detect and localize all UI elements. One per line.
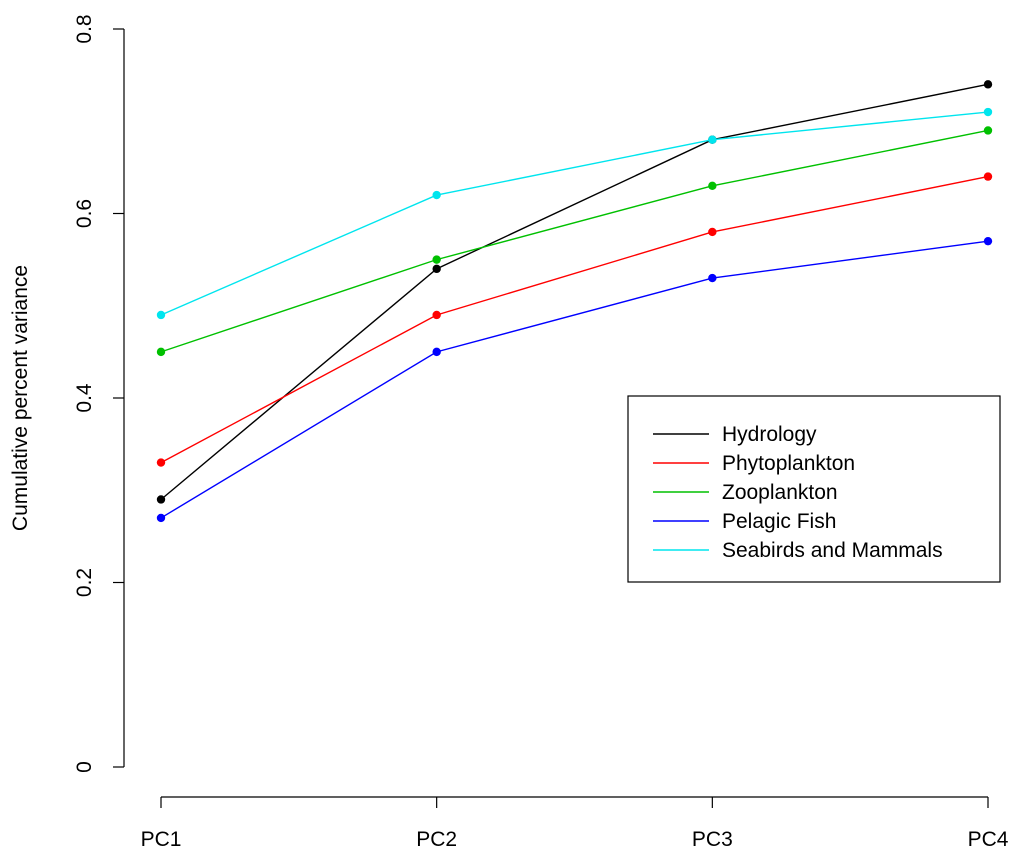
- x-tick-label: PC3: [692, 828, 733, 851]
- series: [156, 172, 993, 467]
- data-point: [156, 513, 166, 523]
- y-tick-label: 0.2: [73, 568, 96, 597]
- legend-item: Zooplankton: [653, 481, 838, 504]
- data-point: [708, 273, 717, 283]
- data-point: [432, 255, 441, 264]
- legend-label: Hydrology: [722, 423, 817, 446]
- legend-item: Seabirds and Mammals: [653, 539, 943, 562]
- data-point: [432, 347, 441, 357]
- x-axis: PC1 PC2 PC3 PC4: [141, 796, 1009, 851]
- data-point: [432, 190, 441, 200]
- x-tick-label: PC2: [416, 828, 457, 851]
- data-point: [983, 107, 993, 117]
- data-point: [983, 236, 993, 246]
- series: [156, 236, 993, 523]
- series-line: [160, 240, 989, 519]
- y-axis-title: Cumulative percent variance: [9, 265, 32, 531]
- legend: Hydrology Phytoplankton Zooplankton Pelagic…: [627, 395, 1001, 583]
- legend-item: Pelagic Fish: [653, 510, 836, 533]
- data-point: [708, 135, 717, 144]
- y-tick-label: 0.4: [73, 383, 96, 413]
- data-point: [432, 264, 441, 274]
- series: [156, 126, 993, 357]
- y-axis: 0 0.2 0.4 0.6 0.8: [73, 14, 125, 773]
- series: [156, 107, 993, 320]
- data-point: [156, 347, 166, 357]
- data-point: [983, 80, 993, 89]
- y-tick-label: 0: [73, 761, 96, 773]
- legend-box: [627, 395, 1001, 583]
- legend-item: Phytoplankton: [653, 452, 855, 475]
- series-line: [160, 175, 989, 464]
- legend-label: Phytoplankton: [722, 452, 855, 475]
- legend-label: Zooplankton: [722, 481, 838, 504]
- series-line: [160, 83, 989, 501]
- data-point: [983, 172, 993, 181]
- series-line: [160, 111, 989, 316]
- legend-item: Hydrology: [653, 423, 817, 446]
- data-point: [708, 181, 717, 191]
- x-tick-label: PC1: [141, 828, 182, 851]
- series-layer: [156, 80, 993, 523]
- legend-label: Pelagic Fish: [722, 510, 836, 533]
- legend-label: Seabirds and Mammals: [722, 539, 943, 562]
- series-line: [160, 129, 989, 353]
- data-point: [156, 458, 166, 467]
- y-tick-label: 0.6: [73, 199, 96, 228]
- data-point: [432, 310, 441, 320]
- data-point: [156, 310, 166, 320]
- data-point: [708, 227, 717, 237]
- data-point: [983, 126, 993, 135]
- data-point: [156, 495, 166, 504]
- x-tick-label: PC4: [968, 828, 1009, 851]
- y-tick-label: 0.8: [73, 14, 96, 43]
